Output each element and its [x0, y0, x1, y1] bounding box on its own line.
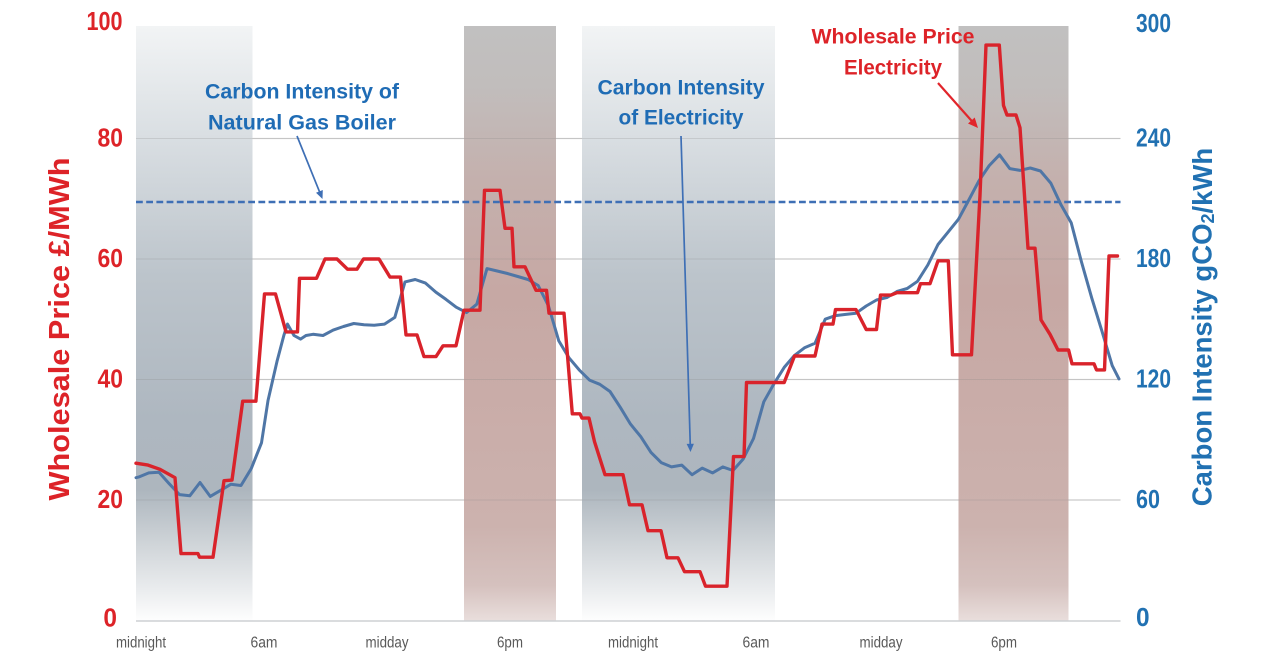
svg-text:300: 300 — [1136, 10, 1171, 38]
svg-text:midnight: midnight — [116, 635, 167, 652]
svg-text:240: 240 — [1136, 125, 1171, 153]
svg-text:Natural Gas Boiler: Natural Gas Boiler — [208, 112, 396, 135]
svg-text:midnight: midnight — [608, 635, 659, 652]
svg-text:80: 80 — [98, 125, 124, 153]
svg-text:midday: midday — [860, 635, 903, 652]
svg-text:60: 60 — [1136, 486, 1160, 514]
svg-text:60: 60 — [98, 245, 124, 273]
svg-text:Carbon Intensity: Carbon Intensity — [598, 77, 765, 100]
svg-text:100: 100 — [87, 8, 123, 36]
svg-text:6am: 6am — [251, 635, 278, 652]
svg-text:40: 40 — [98, 366, 124, 394]
svg-text:0: 0 — [103, 605, 117, 633]
svg-text:6pm: 6pm — [497, 635, 523, 652]
svg-text:Wholesale Price: Wholesale Price — [812, 26, 975, 49]
svg-text:0: 0 — [1136, 604, 1150, 632]
svg-text:of Electricity: of Electricity — [619, 107, 744, 130]
svg-text:120: 120 — [1136, 366, 1171, 394]
svg-text:6pm: 6pm — [991, 635, 1017, 652]
svg-text:midday: midday — [366, 635, 409, 652]
svg-text:Electricity: Electricity — [844, 57, 942, 80]
svg-text:20: 20 — [98, 486, 124, 514]
svg-text:180: 180 — [1136, 245, 1171, 273]
svg-text:Wholesale Price £/MWh: Wholesale Price £/MWh — [44, 158, 76, 501]
svg-text:6am: 6am — [743, 635, 770, 652]
svg-text:Carbon Intensity gCO2/kWh: Carbon Intensity gCO2/kWh — [1187, 148, 1219, 506]
svg-text:Carbon Intensity of: Carbon Intensity of — [205, 81, 400, 104]
